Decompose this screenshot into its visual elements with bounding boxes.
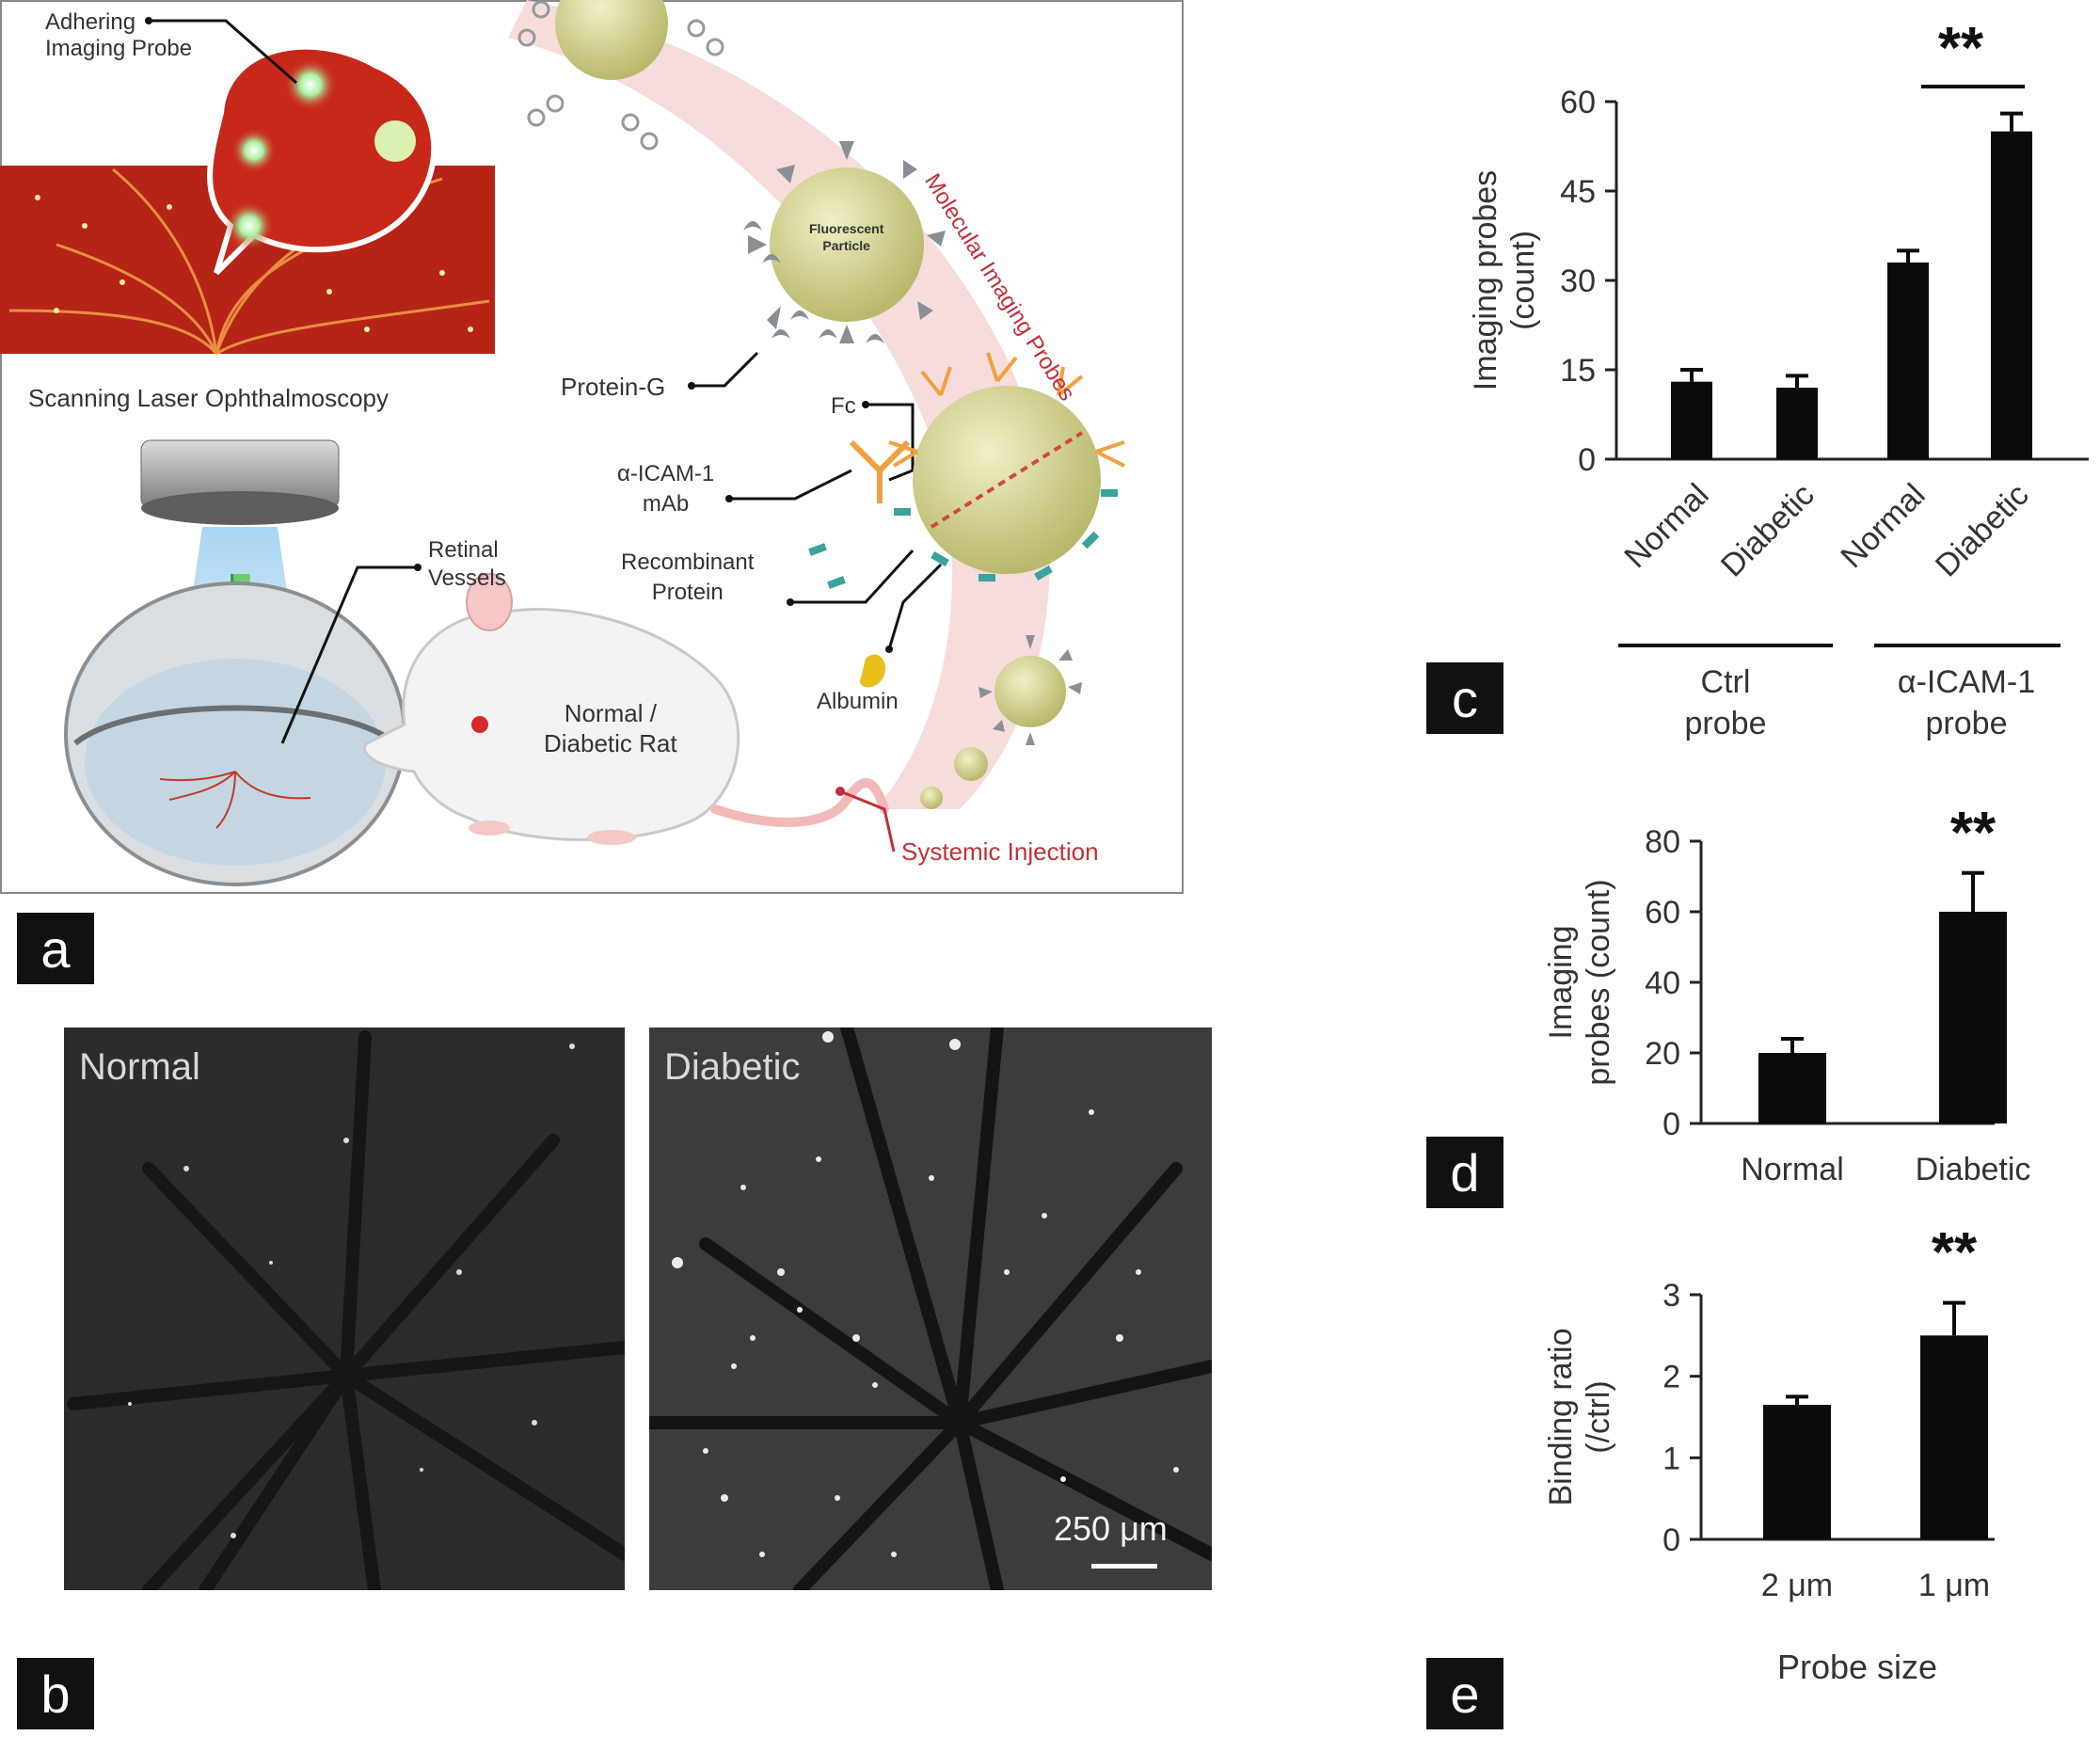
- fundus-diabetic-title: Diabetic: [664, 1046, 801, 1088]
- label-adhering-probe: Adhering Imaging Probe: [45, 9, 193, 61]
- y-axis-label: Imagingprobes (count): [1543, 879, 1616, 1085]
- chart-d-svg: 0 20 40 60 80 Imagingprobes (count) Normal Diab…: [1543, 801, 2031, 1187]
- y-tick-label: 45: [1560, 174, 1596, 210]
- chart-e: 0 1 2 3 Binding ratio(/ctrl) 2 μm 1 μm ** Probe …: [1411, 1220, 2098, 1747]
- label-albumin: Albumin: [817, 689, 899, 714]
- panel-letter-b: b: [17, 1658, 94, 1729]
- fundus-normal: Normal: [64, 1027, 625, 1590]
- label-retinal-vessels: Retinal Vessels: [428, 537, 506, 591]
- fundus-diabetic-image: [649, 1027, 1212, 1590]
- panel-letter-a: a: [17, 913, 94, 984]
- y-tick-label: 0: [1662, 1107, 1680, 1142]
- y-tick-label: 80: [1645, 824, 1680, 860]
- y-axis-label: Binding ratio(/ctrl): [1543, 1328, 1616, 1505]
- y-axis-label: Imaging probes(count): [1468, 170, 1541, 390]
- y-tick-label: 60: [1645, 895, 1680, 931]
- bar: [1758, 1053, 1826, 1123]
- label-recombinant: Recombinant Protein: [621, 549, 755, 605]
- label-fc: Fc: [831, 393, 856, 419]
- y-tick-label: 30: [1560, 263, 1596, 299]
- chart-d: 0 20 40 60 80 Imagingprobes (count) Normal Diab…: [1411, 801, 2098, 1214]
- significance-marker: **: [1950, 809, 1997, 866]
- y-tick-label: 3: [1662, 1278, 1680, 1314]
- panel-letter-d: d: [1426, 1137, 1503, 1208]
- x-tick-label: Normal: [1741, 1152, 1844, 1187]
- panel-a-illustration: [0, 0, 1125, 886]
- y-tick-label: 2: [1662, 1360, 1680, 1395]
- x-tick-label: 2 μm: [1761, 1568, 1833, 1603]
- label-systemic-injection: Systemic Injection: [901, 837, 1099, 866]
- label-rat: Normal / Diabetic Rat: [544, 699, 677, 757]
- x-tick-label: Normal: [1834, 477, 1932, 575]
- significance-marker: **: [1932, 1233, 1978, 1285]
- chart-c: 0 15 30 45 60 Imaging probes(count) Normal Diab…: [1411, 0, 2098, 772]
- panel-a-schematic: Adhering Imaging Probe Scanning Laser Op…: [0, 0, 1184, 894]
- panel-letter-e: e: [1426, 1658, 1503, 1729]
- y-tick-label: 0: [1578, 442, 1596, 478]
- label-slo: Scanning Laser Ophthalmoscopy: [28, 384, 390, 412]
- significance-marker: **: [1938, 16, 1984, 81]
- y-tick-label: 40: [1645, 965, 1680, 1001]
- group-label-ctrl: Ctrl probe: [1685, 664, 1767, 741]
- x-tick-label: 1 μm: [1918, 1568, 1990, 1603]
- bar: [1776, 388, 1818, 459]
- x-axis-label: Probe size: [1777, 1648, 1937, 1686]
- bar: [1671, 381, 1712, 459]
- fundus-normal-title: Normal: [79, 1046, 200, 1088]
- x-tick-label: Diabetic: [1929, 477, 2036, 584]
- bar: [1939, 912, 2007, 1123]
- x-tick-label: Normal: [1617, 477, 1715, 575]
- chart-e-svg: 0 1 2 3 Binding ratio(/ctrl) 2 μm 1 μm ** Probe …: [1543, 1220, 1995, 1686]
- label-fluorescent-particle: Fluorescent Particle: [809, 221, 884, 253]
- label-protein-g: Protein-G: [561, 373, 666, 401]
- y-tick-label: 20: [1645, 1036, 1680, 1072]
- bar: [1887, 263, 1929, 459]
- y-tick-label: 15: [1560, 353, 1596, 389]
- y-tick-label: 60: [1560, 85, 1596, 120]
- panel-letter-c: c: [1426, 662, 1503, 734]
- bar: [1920, 1335, 1988, 1539]
- fundus-diabetic: Diabetic 250 μm: [649, 1027, 1212, 1590]
- y-tick-label: 0: [1662, 1522, 1680, 1558]
- label-icam-mab: α-ICAM-1 mAb: [617, 461, 715, 517]
- x-tick-label: Diabetic: [1916, 1152, 2031, 1187]
- fundus-normal-image: [64, 1027, 625, 1590]
- group-label-icam: α-ICAM-1 probe: [1898, 664, 2035, 741]
- bar: [1991, 131, 2032, 459]
- x-tick-label: Diabetic: [1714, 477, 1822, 584]
- bar: [1763, 1405, 1831, 1539]
- scale-bar-label: 250 μm: [1054, 1509, 1168, 1548]
- y-tick-label: 1: [1662, 1441, 1680, 1476]
